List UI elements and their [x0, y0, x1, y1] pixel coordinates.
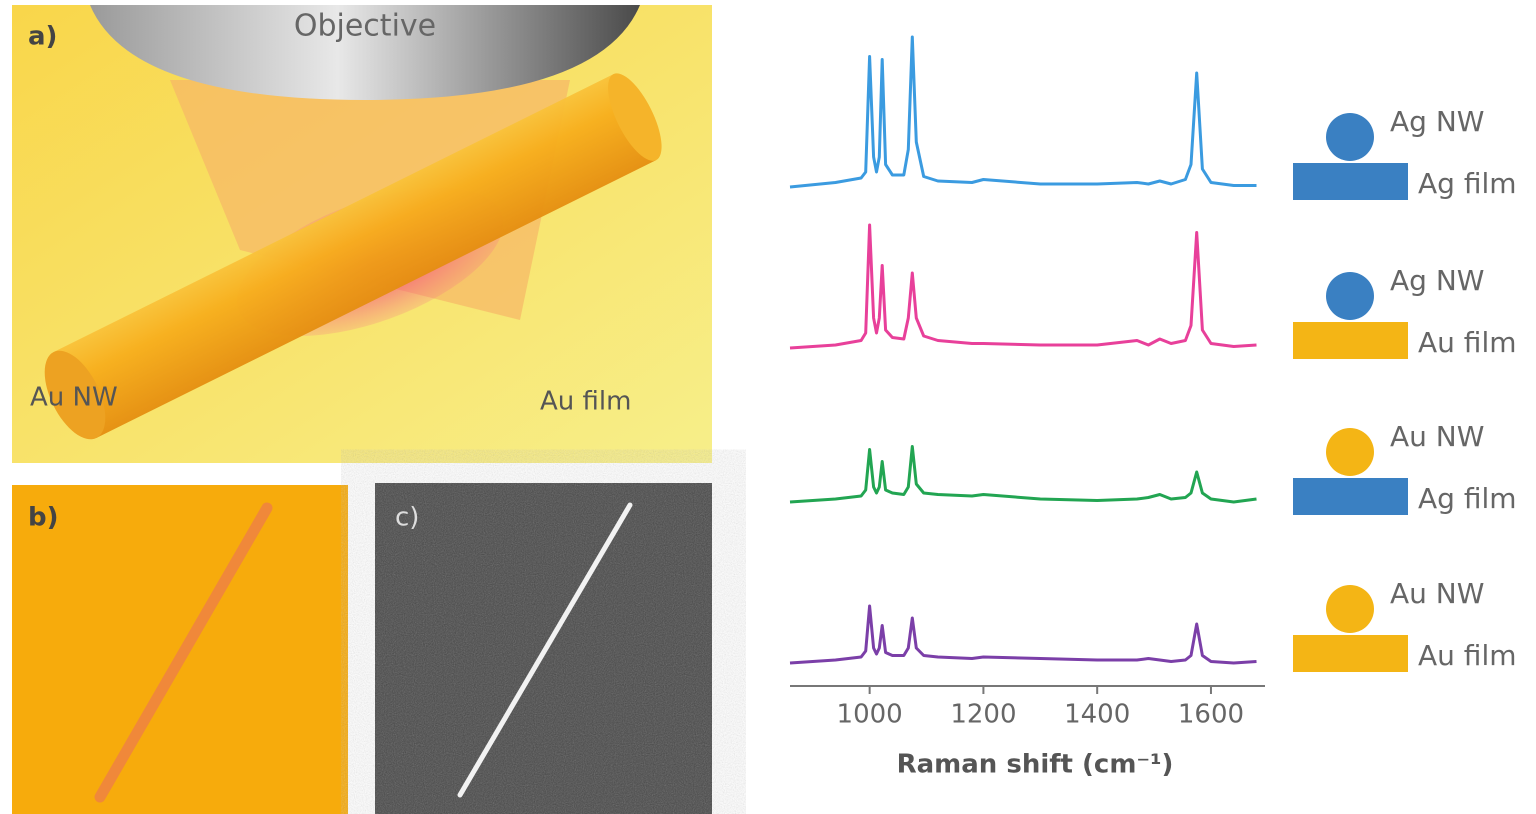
- nanowire-icon: [1326, 113, 1374, 161]
- film-icon: [1293, 322, 1408, 359]
- nanowire-icon: [1326, 272, 1374, 320]
- x-axis-title: Raman shift (cm⁻¹): [897, 750, 1174, 780]
- legend-nanowire: Au NW: [1390, 420, 1484, 453]
- objective-label: Objective: [294, 9, 436, 44]
- spectrum: [790, 37, 1257, 187]
- film-icon: [1293, 635, 1408, 672]
- nanowire-icon: [1326, 428, 1374, 476]
- film-icon: [1293, 163, 1408, 200]
- legend-nanowire: Ag NW: [1390, 264, 1484, 297]
- legend-nanowire: Au NW: [1390, 577, 1484, 610]
- legend-film: Ag film: [1418, 167, 1517, 200]
- panel-label: b): [28, 503, 59, 533]
- panel-label: c): [395, 503, 419, 533]
- film-icon: [1293, 478, 1408, 515]
- spectrum: [790, 606, 1257, 663]
- legend-entry: Ag NW Au film: [1293, 264, 1517, 359]
- legend-film: Ag film: [1418, 482, 1517, 515]
- x-tick-label: 1000: [837, 700, 903, 730]
- panel-b: b): [12, 485, 348, 814]
- panel-a: a) Objective Au NW Au film: [12, 5, 712, 463]
- nanowire-label: Au NW: [30, 383, 118, 413]
- spectrum: [790, 447, 1257, 503]
- figure: a) Objective Au NW Au film b) c) Raman s…: [0, 0, 1536, 814]
- x-tick-label: 1400: [1064, 700, 1130, 730]
- x-tick-label: 1200: [950, 700, 1016, 730]
- panel-label: a): [28, 22, 57, 52]
- panel-c: c): [375, 483, 712, 814]
- legend-entry: Ag NW Ag film: [1293, 105, 1517, 200]
- x-tick-label: 1600: [1178, 700, 1244, 730]
- nanowire-icon: [1326, 585, 1374, 633]
- page: {"panels": { "a": {"label": "a)", "objec…: [0, 0, 1536, 814]
- film-label: Au film: [540, 387, 631, 417]
- spectrum: [790, 225, 1257, 348]
- legend-nanowire: Ag NW: [1390, 105, 1484, 138]
- legend-film: Au film: [1418, 326, 1517, 359]
- raman-chart: Raman shift (cm⁻¹) 1000 1200 1400 1600 Ag NW…: [790, 37, 1517, 780]
- legend-entry: Au NW Au film: [1293, 577, 1517, 672]
- legend-film: Au film: [1418, 639, 1517, 672]
- legend-entry: Au NW Ag film: [1293, 420, 1517, 515]
